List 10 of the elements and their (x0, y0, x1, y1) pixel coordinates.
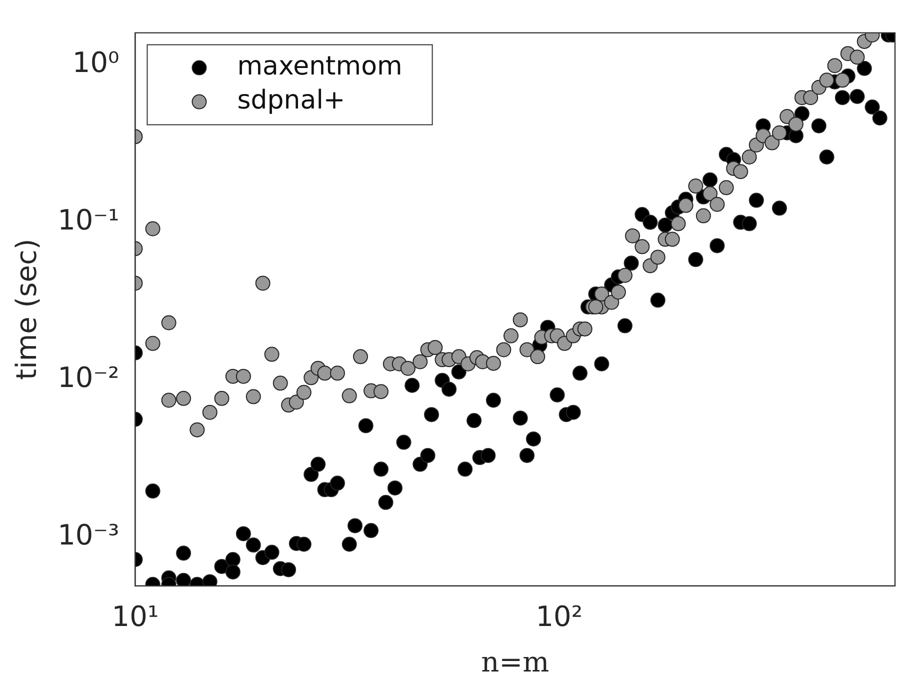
x-tick-label: 10¹ (112, 600, 159, 633)
legend-label: sdpnal+ (237, 86, 346, 116)
y-tick-label: 10⁻² (58, 360, 120, 394)
y-tick-label: 10⁻³ (58, 518, 120, 552)
x-tick-label: 10² (536, 600, 583, 633)
x-axis-title: n=m (481, 645, 550, 678)
legend-label: maxentmom (237, 52, 402, 82)
y-axis-title: time (sec) (10, 238, 44, 380)
y-tick-label: 10⁰ (72, 46, 120, 80)
y-tick-label: 10⁻¹ (58, 204, 120, 237)
